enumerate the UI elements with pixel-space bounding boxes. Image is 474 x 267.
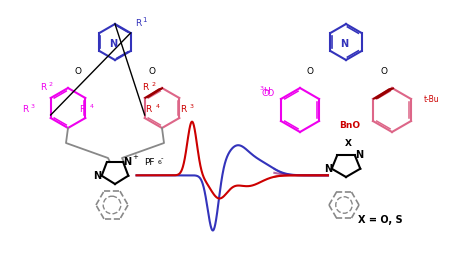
Text: R: R (40, 84, 46, 92)
Text: 3: 3 (190, 104, 194, 108)
Text: R: R (135, 19, 141, 29)
Text: 1: 1 (142, 17, 146, 23)
Text: R: R (79, 105, 85, 115)
Text: 6: 6 (157, 160, 161, 165)
Text: -: - (160, 155, 163, 161)
Text: 2: 2 (152, 81, 156, 87)
Text: N: N (355, 150, 363, 160)
Text: N: N (94, 171, 102, 181)
Text: 2: 2 (49, 81, 53, 87)
Text: 4: 4 (90, 104, 94, 108)
Text: X = O, S: X = O, S (358, 215, 402, 225)
Text: R: R (22, 105, 28, 115)
Text: 4: 4 (156, 104, 160, 108)
Text: H: H (263, 88, 270, 96)
Text: R: R (145, 105, 151, 115)
Text: t-Bu: t-Bu (424, 96, 439, 104)
Text: 3: 3 (31, 104, 35, 108)
Text: CO: CO (262, 88, 275, 97)
Text: +: + (132, 154, 138, 160)
Polygon shape (373, 88, 394, 99)
Text: O: O (381, 68, 388, 77)
Text: 3: 3 (260, 86, 264, 91)
Text: PF: PF (144, 158, 155, 167)
Text: O: O (307, 68, 313, 77)
Text: R: R (180, 105, 186, 115)
Text: R: R (142, 84, 148, 92)
Text: N: N (340, 39, 348, 49)
Text: N: N (324, 164, 332, 174)
Text: BnO: BnO (339, 120, 361, 129)
Text: O: O (74, 68, 82, 77)
Text: X: X (345, 139, 352, 147)
Text: N: N (123, 157, 131, 167)
Polygon shape (145, 88, 163, 98)
Text: N: N (109, 39, 117, 49)
Text: O: O (148, 68, 155, 77)
